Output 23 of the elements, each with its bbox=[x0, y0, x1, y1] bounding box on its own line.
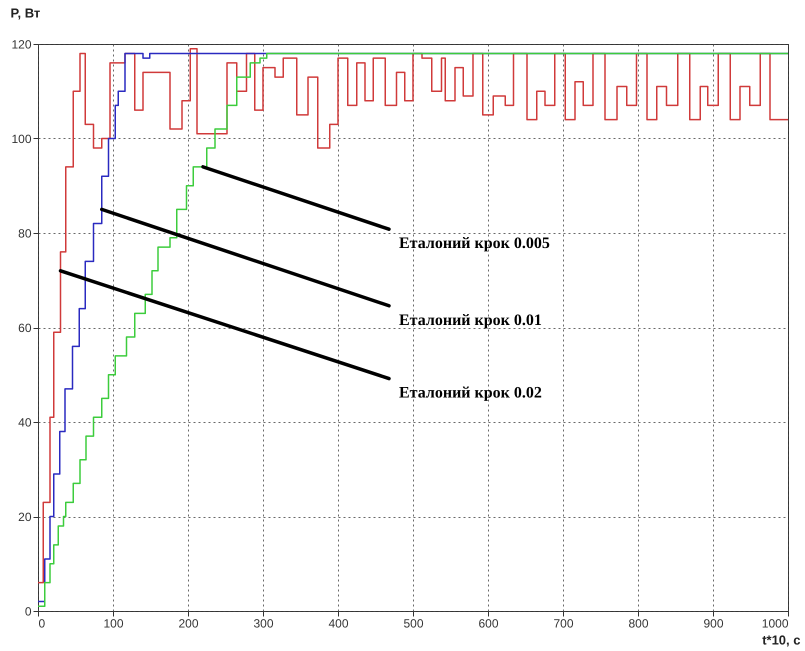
x-tick-label: 0 bbox=[38, 616, 46, 630]
x-tick-label: 100 bbox=[103, 616, 124, 630]
annotation: Еталоний крок 0.01 bbox=[399, 312, 542, 329]
annotation: Еталоний крок 0.005 bbox=[399, 235, 550, 252]
y-tick-label: 120 bbox=[11, 38, 32, 52]
x-tick-label: 400 bbox=[328, 616, 349, 630]
annotation: Еталоний крок 0.02 bbox=[399, 384, 542, 402]
x-axis-title: t*10, с bbox=[762, 632, 800, 648]
x-tick-label: 600 bbox=[478, 616, 499, 630]
x-tick-label: 500 bbox=[403, 616, 424, 630]
x-tick-label: 800 bbox=[628, 616, 649, 630]
y-tick-label: 40 bbox=[18, 416, 32, 430]
x-tick-label: 300 bbox=[253, 616, 274, 630]
x-tick-label: 200 bbox=[178, 616, 199, 630]
y-axis-title: P, Вт bbox=[10, 6, 40, 20]
x-tick-label: 1000 bbox=[762, 616, 789, 630]
y-tick-label: 60 bbox=[18, 321, 32, 335]
x-tick-label: 700 bbox=[553, 616, 574, 630]
y-tick-label: 80 bbox=[18, 226, 32, 240]
y-tick-label: 20 bbox=[18, 510, 32, 524]
y-tick-label: 0 bbox=[24, 604, 32, 618]
x-tick-label: 900 bbox=[703, 616, 724, 630]
y-tick-label: 100 bbox=[11, 132, 32, 146]
